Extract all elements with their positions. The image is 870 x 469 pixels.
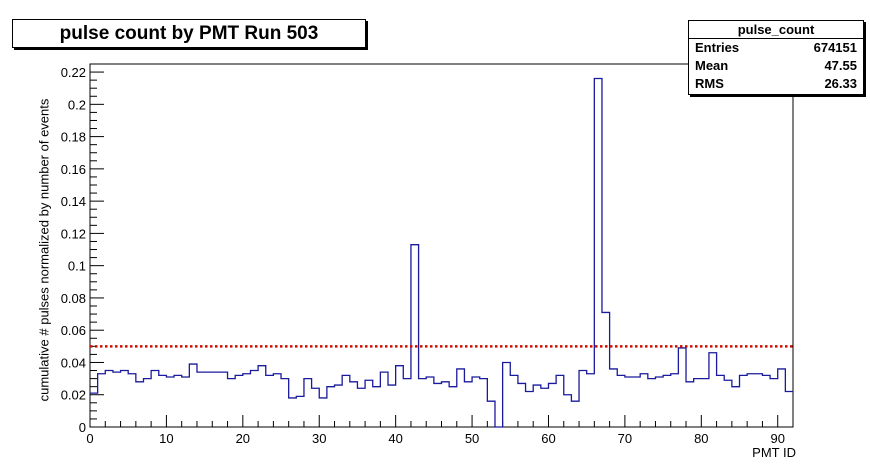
y-tick-label: 0.18 <box>61 130 86 145</box>
x-tick-label: 90 <box>770 431 784 446</box>
x-tick-label: 30 <box>312 431 326 446</box>
chart-title: pulse count by PMT Run 503 <box>59 22 319 44</box>
x-tick-label: 10 <box>159 431 173 446</box>
y-tick-label: 0.08 <box>61 291 86 306</box>
stats-label: Mean <box>695 58 729 73</box>
chart-title-box: pulse count by PMT Run 503 <box>12 19 366 48</box>
histogram-series <box>90 77 793 428</box>
y-tick-label: 0.14 <box>61 194 86 209</box>
stats-label: RMS <box>695 76 724 91</box>
y-tick-label: 0.22 <box>61 65 86 80</box>
plot-frame <box>89 63 794 428</box>
y-tick-label: 0 <box>79 420 86 435</box>
stats-label: Entries <box>695 40 740 55</box>
x-axis: 0 10 20 30 40 50 60 70 80 90 <box>86 415 794 446</box>
y-tick-label: 0.16 <box>61 162 86 177</box>
y-tick-label: 0.2 <box>68 97 86 112</box>
x-tick-label: 20 <box>236 431 250 446</box>
x-tick-label: 50 <box>465 431 479 446</box>
stats-row-entries: Entries 674151 <box>689 39 863 57</box>
y-tick-label: 0.02 <box>61 388 86 403</box>
y-axis-label: cumulative # pulses normalized by number… <box>36 98 52 402</box>
y-tick-label: 0.12 <box>61 226 86 241</box>
x-tick-label: 60 <box>541 431 555 446</box>
x-tick-label: 80 <box>694 431 708 446</box>
stats-row-mean: Mean 47.55 <box>689 57 863 75</box>
stats-value: 47.55 <box>824 58 857 73</box>
x-tick-label: 70 <box>618 431 632 446</box>
y-axis: 0 0.02 0.04 0.06 0.08 0.1 0.12 0.14 0.16 0.18 0.2 0… <box>61 63 104 435</box>
stats-name: pulse_count <box>689 21 863 39</box>
y-tick-label: 0.1 <box>68 259 86 274</box>
x-tick-label: 40 <box>388 431 402 446</box>
y-tick-label: 0.04 <box>61 355 86 370</box>
stats-box: pulse_count Entries 674151 Mean 47.55 RM… <box>688 20 864 95</box>
y-tick-label: 0.06 <box>61 323 86 338</box>
stats-row-rms: RMS 26.33 <box>689 75 863 93</box>
stats-value: 674151 <box>813 40 857 55</box>
x-axis-label: PMT ID <box>752 445 796 460</box>
stats-value: 26.33 <box>824 76 857 91</box>
x-tick-label: 0 <box>86 431 93 446</box>
